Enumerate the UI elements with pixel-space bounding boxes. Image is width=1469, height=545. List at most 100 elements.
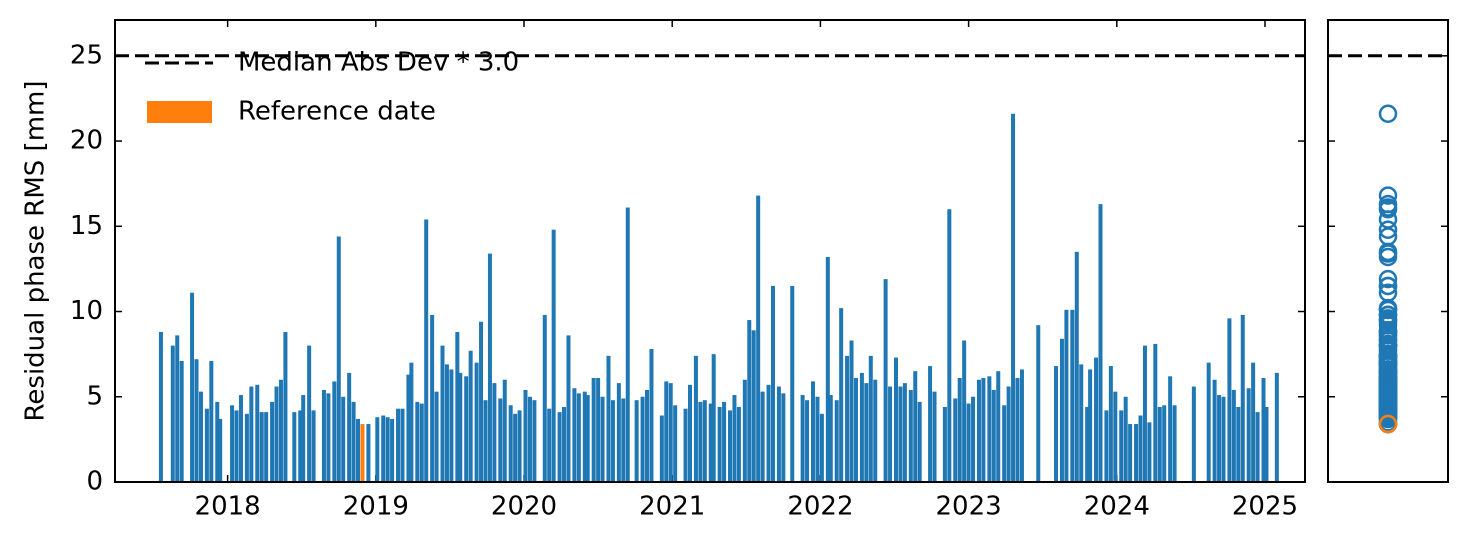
bar (819, 413, 824, 482)
bar (347, 372, 352, 482)
bar (492, 383, 497, 482)
bar (562, 406, 567, 482)
bar (259, 412, 264, 482)
bar (625, 207, 630, 482)
bar (810, 381, 815, 482)
bar (1098, 204, 1103, 482)
bar (853, 378, 858, 482)
bar (711, 354, 716, 482)
distribution-point (1378, 104, 1398, 124)
bar (385, 417, 390, 482)
bar (736, 406, 741, 482)
distribution-point (1378, 242, 1398, 262)
bar (634, 400, 639, 482)
bar (756, 195, 761, 482)
bar (356, 418, 361, 482)
bar (321, 389, 326, 482)
bar (849, 340, 854, 482)
bar (311, 410, 316, 482)
bar (1104, 410, 1109, 482)
bar (828, 395, 833, 482)
bar (888, 386, 893, 482)
bar (610, 400, 615, 482)
bar (1002, 405, 1007, 482)
bar (238, 395, 243, 482)
bar (1231, 389, 1236, 482)
bar (508, 405, 513, 482)
legend-swatch (147, 101, 212, 123)
x-tick-label: 2021 (639, 492, 705, 522)
bar (458, 372, 463, 482)
distribution-point (1378, 329, 1398, 349)
bar (444, 364, 449, 482)
bar (1157, 406, 1162, 482)
bar (1206, 362, 1211, 482)
bar (270, 401, 275, 482)
bar (942, 406, 947, 482)
bar (722, 401, 727, 482)
bar (1221, 396, 1226, 482)
y-tick-label: 10 (70, 296, 103, 326)
bar (928, 366, 933, 482)
bar (449, 369, 454, 482)
bar (572, 388, 577, 482)
bar (274, 386, 279, 482)
bar (1015, 378, 1020, 482)
x-tick-label: 2018 (195, 492, 261, 522)
bar (264, 412, 269, 482)
bar (1054, 366, 1059, 482)
bar (366, 424, 371, 482)
bar (434, 391, 439, 482)
bar (440, 345, 445, 482)
bar (873, 379, 878, 482)
bar (702, 400, 707, 482)
bar (996, 371, 1001, 482)
bar (415, 401, 420, 482)
bar (1074, 251, 1079, 482)
bar (659, 415, 664, 482)
bar (645, 389, 650, 482)
bar (864, 383, 869, 482)
plot-frame (114, 19, 1306, 483)
y-tick-label: 15 (70, 211, 103, 241)
bar (175, 335, 180, 482)
bar (868, 355, 873, 482)
bar (1088, 369, 1093, 482)
distribution-point (1378, 334, 1398, 354)
y-tick-label: 20 (70, 126, 103, 156)
bar (400, 408, 405, 482)
bar (1212, 379, 1217, 482)
bar (1172, 405, 1177, 482)
bar (760, 391, 765, 482)
bar (582, 391, 587, 482)
bar (1134, 424, 1139, 482)
bar (479, 321, 484, 482)
x-tick-label: 2025 (1232, 492, 1298, 522)
bar (815, 396, 820, 482)
bar (209, 360, 214, 482)
bar (1119, 410, 1124, 482)
bar (390, 418, 395, 482)
bar (932, 391, 937, 482)
bar (664, 381, 669, 482)
bar (336, 236, 341, 482)
bar (728, 410, 733, 482)
bar (902, 383, 907, 482)
bar (230, 405, 235, 482)
distribution-point (1378, 247, 1398, 267)
bar (1153, 343, 1158, 482)
bar (673, 405, 678, 482)
bar (218, 418, 223, 482)
bar (693, 355, 698, 482)
distribution-point (1378, 414, 1398, 434)
bar (883, 279, 888, 482)
x-tick-label: 2019 (343, 492, 409, 522)
bar (474, 362, 479, 482)
distribution-point (1378, 199, 1398, 219)
bar (1162, 405, 1167, 482)
distribution-point (1378, 363, 1398, 383)
legend-label: Reference date (238, 97, 436, 127)
bar (513, 413, 518, 482)
bar (194, 359, 199, 482)
y-tick-label: 25 (70, 40, 103, 70)
